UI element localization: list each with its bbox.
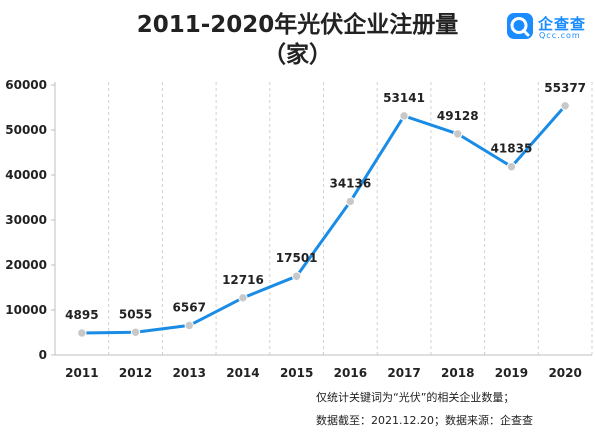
data-label: 17501 [276,251,318,265]
qcc-logo-domain: Qcc.com [539,31,581,40]
y-tick-label: 10000 [5,303,47,317]
y-tick-label: 20000 [5,258,47,272]
footnote-scope: 仅统计关键词为“光伏”的相关企业数量； [316,391,515,404]
x-tick-label: 2018 [441,366,474,380]
qcc-logo: 企查查 Qcc.com [506,12,588,44]
x-tick-label: 2015 [280,366,313,380]
data-point [77,328,87,338]
data-label: 53141 [383,91,425,105]
y-tick-label: 30000 [5,213,47,227]
data-point [453,129,463,139]
data-label: 34136 [329,176,371,190]
qcc-logo-name: 企查查 [538,15,587,33]
data-point [130,327,141,337]
data-point [291,271,302,281]
series-line [80,104,567,335]
chart-title-line2: （家） [263,42,332,68]
x-tick-label: 2017 [387,366,420,380]
chart-title: 2011-2020年光伏企业注册量 （家） [0,10,595,70]
data-point [184,320,194,331]
x-tick-label: 2012 [119,366,152,380]
x-tick-label: 2013 [173,366,206,380]
data-point [506,162,517,172]
data-label: 6567 [173,300,206,314]
x-tick-label: 2019 [495,366,528,380]
y-tick-label: 0 [39,348,47,362]
y-tick-label: 40000 [5,168,47,182]
data-point [238,293,248,303]
x-tick-label: 2011 [65,366,98,380]
qcc-logo-icon [507,13,533,39]
footnote-source: 数据截至：2021.12.20；数据来源：企查查 [316,414,533,427]
data-point [560,101,570,111]
y-tick-label: 60000 [5,78,47,92]
data-label: 41835 [491,142,533,156]
data-point [345,196,356,207]
data-label: 12716 [222,273,264,287]
data-label: 55377 [544,81,586,95]
x-tick-label: 2016 [334,366,367,380]
y-tick-label: 50000 [5,123,47,137]
data-label: 49128 [437,109,479,123]
x-tick-label: 2020 [548,366,581,380]
data-label: 5055 [119,307,152,321]
x-tick-label: 2014 [226,366,259,380]
chart-title-line1: 2011-2020年光伏企业注册量 [136,12,459,38]
data-label: 4895 [65,308,98,322]
data-point [399,111,409,121]
